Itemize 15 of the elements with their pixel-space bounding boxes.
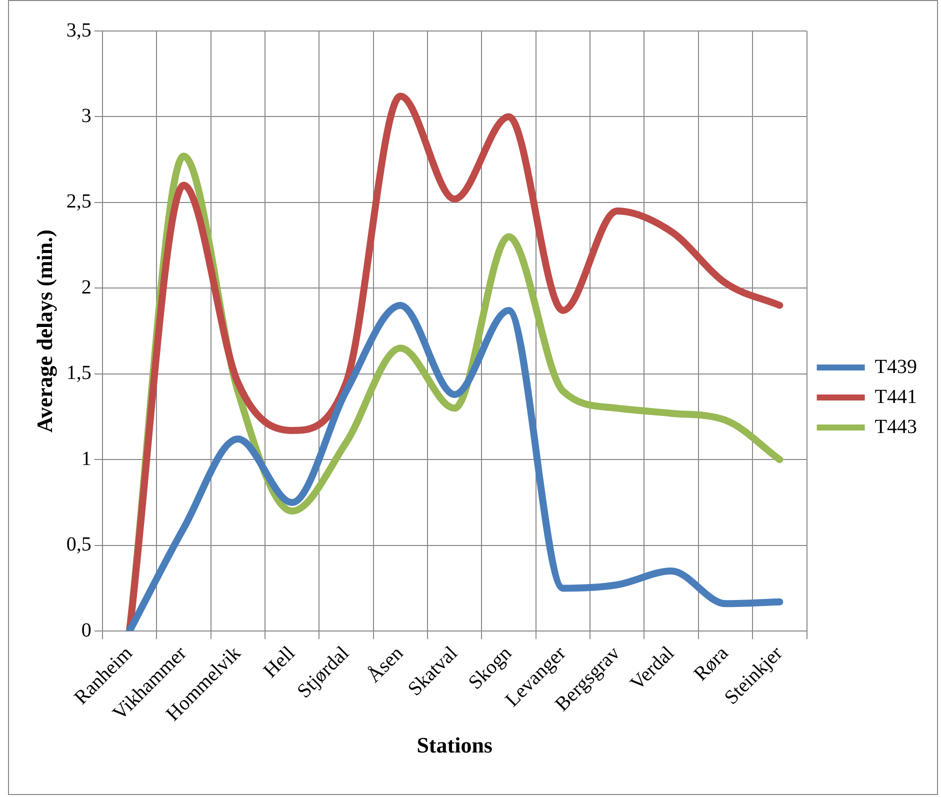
legend-label: T443 bbox=[874, 416, 917, 438]
y-tick-label: 0 bbox=[81, 619, 92, 642]
y-tick-label: 3,5 bbox=[66, 19, 92, 42]
legend-label: T439 bbox=[874, 356, 917, 378]
x-axis-title: Stations bbox=[416, 732, 493, 758]
x-tick-label: Åsen bbox=[363, 642, 408, 687]
y-tick-label: 3 bbox=[81, 104, 92, 127]
y-axis-title: Average delays (min.) bbox=[32, 230, 57, 433]
legend-label: T441 bbox=[874, 386, 917, 408]
y-tick-label: 2,5 bbox=[66, 190, 92, 213]
x-tick-label: Hell bbox=[259, 642, 300, 682]
y-tick-label: 2 bbox=[81, 276, 92, 298]
y-tick-label: 1,5 bbox=[66, 362, 92, 384]
y-tick-label: 0,5 bbox=[66, 534, 92, 556]
y-tick-label: 1 bbox=[81, 448, 92, 470]
